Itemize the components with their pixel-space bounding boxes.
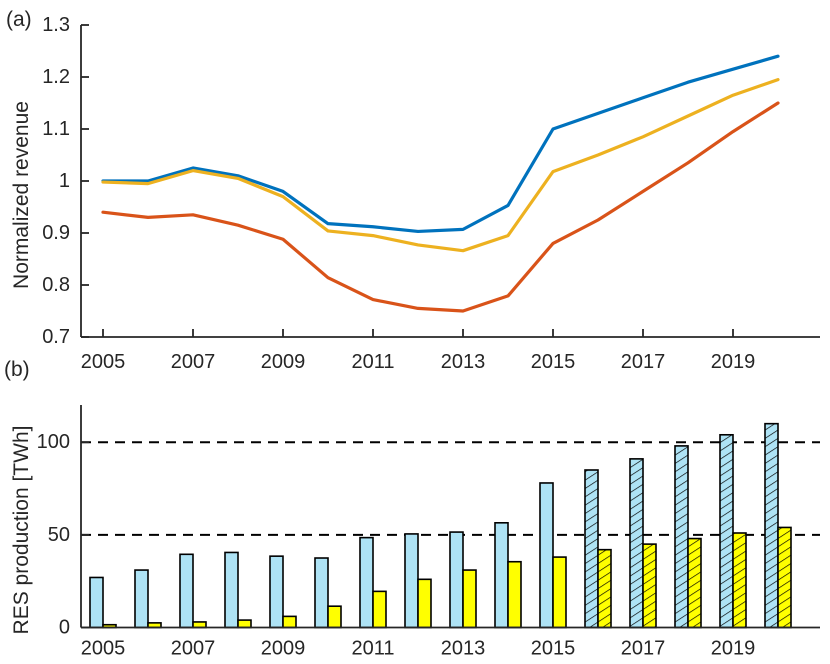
light-blue-bars-bar <box>450 532 463 628</box>
forecast-hatch <box>765 423 778 628</box>
yellow-bars-bar <box>148 622 161 628</box>
light-blue-bars-bar <box>495 522 508 628</box>
yellow-bars-bar <box>103 624 116 628</box>
forecast-hatch <box>585 469 598 628</box>
red-line <box>101 101 780 313</box>
panel-a-line-chart: 0.7 0.8 0.9 1 1.1 1.2 1.3 2005 2007 2009 2011 2013 2… <box>42 14 820 373</box>
panel-a-x-tick-label: 2009 <box>261 351 306 373</box>
yellow-bars-bar <box>193 621 206 628</box>
light-blue-bars-bar <box>225 552 238 628</box>
light-blue-bars-bar <box>315 558 328 628</box>
panel-b-y-tick-label: 50 <box>48 524 70 546</box>
panel-a-y-tick-label: 1 <box>59 170 70 192</box>
light-blue-bars-bar <box>270 556 283 628</box>
forecast-hatch <box>675 445 688 628</box>
light-blue-bars-bar <box>540 482 553 628</box>
blue-line <box>101 54 780 234</box>
yellow-bars-bar <box>328 606 341 628</box>
panel-b-x-tick-label: 2013 <box>441 638 486 660</box>
yellow-bars-bar <box>553 557 566 628</box>
forecast-hatch <box>720 434 733 628</box>
panel-b-x-tick-label: 2015 <box>531 638 576 660</box>
panel-a-x-tick-label: 2015 <box>531 351 576 373</box>
panel-a-y-tick-label: 0.9 <box>42 222 70 244</box>
panel-a-label: (a) <box>6 8 32 31</box>
panel-a-x-tick-label: 2013 <box>441 351 486 373</box>
yellow-bars-bar <box>463 570 476 628</box>
yellow-bars-bar <box>283 616 296 628</box>
forecast-hatch <box>778 527 791 628</box>
light-blue-bars-bar <box>180 554 193 628</box>
panel-b-y-tick-label: 100 <box>37 431 70 453</box>
light-blue-bars-bar <box>360 537 373 628</box>
yellow-bars-bar <box>238 620 251 628</box>
panel-a-y-tick-label: 1.2 <box>42 66 70 88</box>
yellow-bars-bar <box>418 579 431 628</box>
panel-a-x-tick-label: 2005 <box>81 351 126 373</box>
light-blue-bars-bar <box>405 533 418 628</box>
forecast-hatch <box>733 532 746 628</box>
panel-a-y-tick-label: 1.3 <box>42 14 70 36</box>
panel-b-x-tick-label: 2005 <box>81 638 126 660</box>
panel-a-y-tick-label: 0.7 <box>42 326 70 348</box>
panel-b-bar-chart: 0 50 100 2005 2007 2009 2011 2013 2015 2017 2019 <box>37 405 820 660</box>
panel-a-x-tick-label: 2019 <box>711 351 756 373</box>
panel-b-x-tick-label: 2009 <box>261 638 306 660</box>
forecast-hatch <box>643 544 656 628</box>
panel-a-x-tick-label: 2011 <box>351 351 394 373</box>
panel-b-x-tick-label: 2017 <box>621 638 666 660</box>
panel-a-x-tick-label: 2017 <box>621 351 666 373</box>
forecast-hatch <box>598 549 611 628</box>
forecast-hatch <box>630 458 643 628</box>
panel-b-x-tick-label: 2019 <box>711 638 756 660</box>
panel-b-label: (b) <box>4 358 30 381</box>
panel-a-x-tick-label: 2007 <box>171 351 216 373</box>
yellow-line <box>101 77 780 253</box>
light-blue-bars-bar <box>90 577 103 628</box>
panel-a-y-tick-label: 0.8 <box>42 274 70 296</box>
yellow-bars-bar <box>373 591 386 628</box>
yellow-bars-bar <box>508 561 521 628</box>
panel-b-x-tick-label: 2011 <box>351 638 394 660</box>
panel-b-y-tick-label: 0 <box>59 617 70 639</box>
light-blue-bars-bar <box>135 570 148 628</box>
panel-a-y-tick-label: 1.1 <box>42 118 70 140</box>
panel-b-x-tick-label: 2007 <box>171 638 216 660</box>
forecast-hatch <box>688 538 701 628</box>
